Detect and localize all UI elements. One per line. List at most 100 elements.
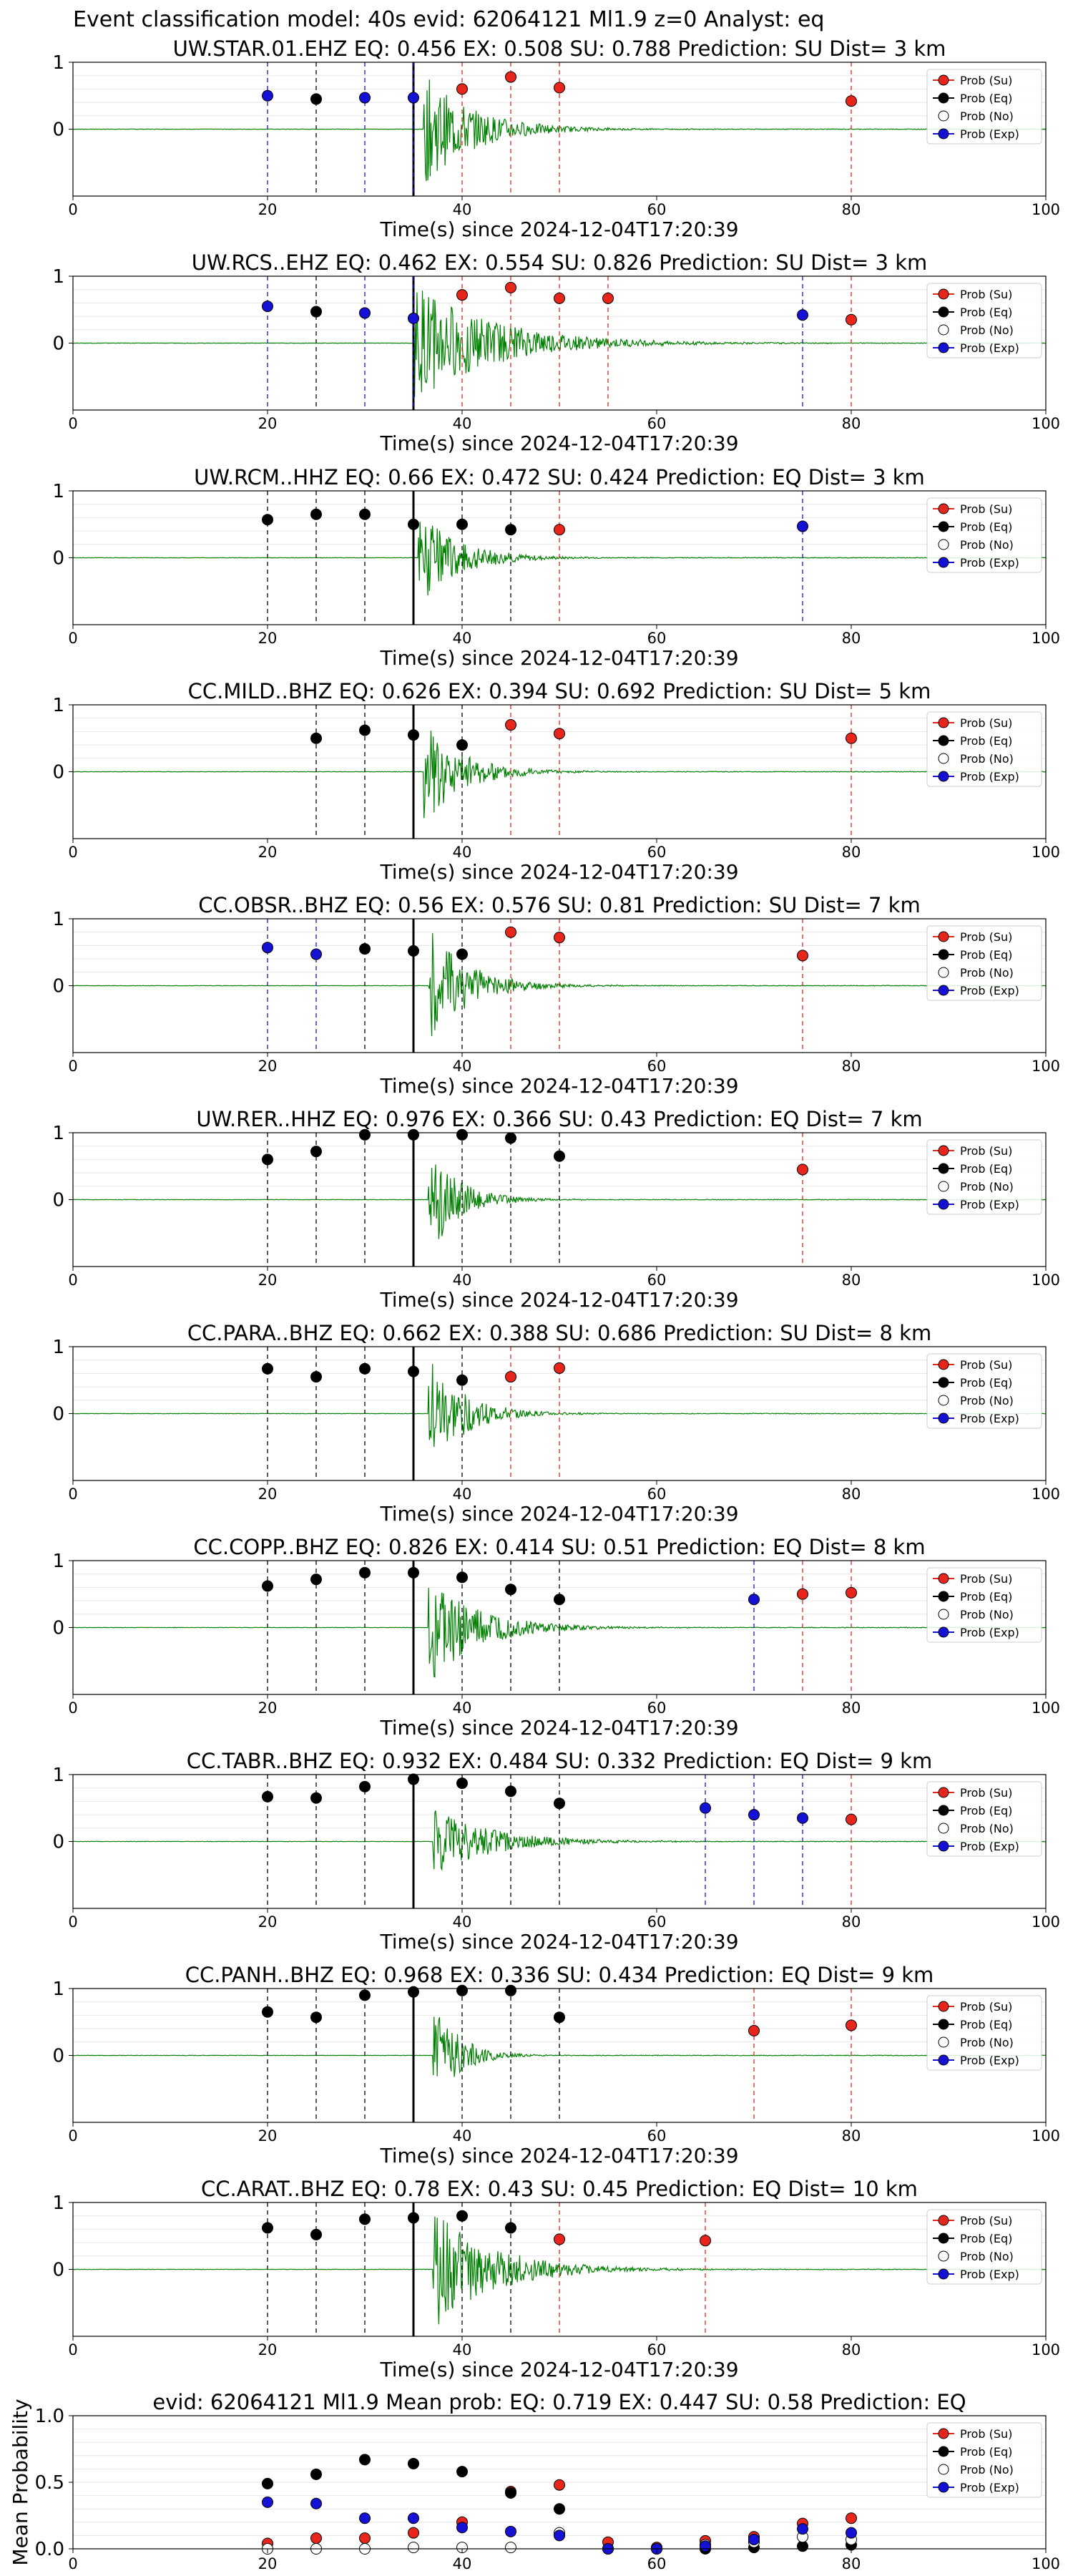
legend-marker (938, 2268, 949, 2280)
x-axis-label: Time(s) since 2024-12-04T17:20:39 (379, 1502, 738, 1526)
x-tick-label: 20 (258, 2555, 278, 2572)
x-tick-label: 80 (842, 2341, 861, 2358)
legend-label: Prob (Su) (960, 716, 1012, 730)
mean-point (310, 2532, 322, 2545)
prob-point (310, 732, 322, 744)
legend-label: Prob (Eq) (960, 520, 1012, 534)
legend-marker (938, 2250, 949, 2262)
y-tick-label: 1 (52, 52, 64, 74)
legend-label: Prob (Exp) (960, 1198, 1019, 1211)
legend-label: Prob (Eq) (960, 734, 1012, 748)
legend-label: Prob (Su) (960, 2000, 1012, 2014)
x-tick-label: 20 (258, 630, 278, 647)
prob-point (456, 2210, 468, 2222)
legend-label: Prob (No) (960, 966, 1014, 980)
legend-label: Prob (No) (960, 2250, 1014, 2263)
legend-marker (938, 1840, 949, 1852)
prob-point (359, 2213, 371, 2225)
legend-label: Prob (Su) (960, 930, 1012, 944)
x-tick-label: 20 (258, 1699, 278, 1717)
x-tick-label: 80 (842, 2127, 861, 2145)
legend-label: Prob (No) (960, 1822, 1014, 1835)
x-tick-label: 100 (1032, 844, 1060, 861)
prob-point (846, 1813, 857, 1825)
x-tick-label: 0 (68, 1485, 77, 1503)
legend-marker (938, 2036, 949, 2048)
prob-point (456, 1777, 468, 1790)
y-tick-label: 1 (52, 2192, 64, 2214)
y-tick-label: 1 (52, 481, 64, 502)
legend-marker (938, 1163, 949, 1174)
x-axis-label: Time(s) since 2024-12-04T17:20:39 (379, 1288, 738, 1312)
legend-label: Prob (No) (960, 2036, 1014, 2049)
mean-point (359, 2454, 371, 2466)
prob-point (554, 1150, 565, 1162)
legend-label: Prob (No) (960, 1394, 1014, 1407)
x-tick-label: 0 (68, 1699, 77, 1717)
prob-point (456, 1374, 468, 1386)
legend-marker (938, 288, 949, 300)
prob-point (359, 508, 371, 520)
x-tick-label: 60 (647, 630, 667, 647)
mean-point (554, 2479, 565, 2491)
legend-label: Prob (Su) (960, 74, 1012, 87)
x-tick-label: 40 (453, 2555, 472, 2572)
prob-point (408, 1986, 419, 1998)
legend-label: Prob (Eq) (960, 1590, 1012, 1604)
y-tick-label: 1 (52, 1765, 64, 1786)
legend-marker (938, 931, 949, 942)
prob-point (505, 1371, 516, 1383)
legend-marker (938, 503, 949, 514)
legend-label: Prob (Eq) (960, 948, 1012, 962)
mean-point (408, 2457, 419, 2469)
x-tick-label: 40 (453, 1272, 472, 1289)
legend-box (926, 497, 1042, 573)
x-axis-label: Time(s) since 2024-12-04T17:20:39 (379, 860, 738, 884)
y-tick-label: 0 (52, 1832, 64, 1853)
waveform (72, 933, 1047, 1037)
legend-box (926, 69, 1042, 145)
legend-marker (938, 1609, 949, 1620)
legend-label: Prob (Eq) (960, 306, 1012, 319)
x-tick-label: 100 (1032, 630, 1060, 647)
prob-point (797, 950, 808, 962)
prob-point (408, 945, 419, 957)
legend-label: Prob (Eq) (960, 2018, 1012, 2031)
prob-point (310, 2011, 322, 2024)
legend-marker (938, 342, 949, 353)
prob-point (310, 508, 322, 520)
prob-point (554, 1362, 565, 1374)
prob-point (554, 1797, 565, 1810)
prob-point (262, 89, 273, 102)
legend-label: Prob (Exp) (960, 341, 1019, 355)
legend-label: Prob (Eq) (960, 92, 1012, 105)
prob-point (748, 1594, 760, 1606)
prob-point (554, 728, 565, 740)
prob-point (505, 524, 516, 536)
prob-point (310, 306, 322, 318)
mean-point (456, 2466, 468, 2478)
legend-box (926, 2422, 1042, 2498)
mean-point (846, 2512, 857, 2524)
prob-point (456, 83, 468, 95)
legend-label: Prob (No) (960, 1180, 1014, 1194)
legend-label: Prob (Su) (960, 502, 1012, 516)
x-tick-label: 100 (1032, 415, 1060, 432)
legend-label: Prob (Eq) (960, 1804, 1012, 1818)
y-tick-label: 0 (52, 2046, 64, 2067)
x-tick-label: 60 (647, 415, 667, 432)
legend-label: Prob (No) (960, 752, 1014, 766)
x-tick-label: 80 (842, 1699, 861, 1717)
x-tick-label: 40 (453, 1058, 472, 1075)
legend-label: Prob (Eq) (960, 1162, 1012, 1176)
legend-label: Prob (No) (960, 1608, 1014, 1621)
prob-point (505, 281, 516, 293)
legend-label: Prob (Eq) (960, 1376, 1012, 1390)
legend-label: Prob (No) (960, 109, 1014, 123)
legend-box (926, 1353, 1042, 1429)
x-tick-label: 0 (68, 415, 77, 432)
